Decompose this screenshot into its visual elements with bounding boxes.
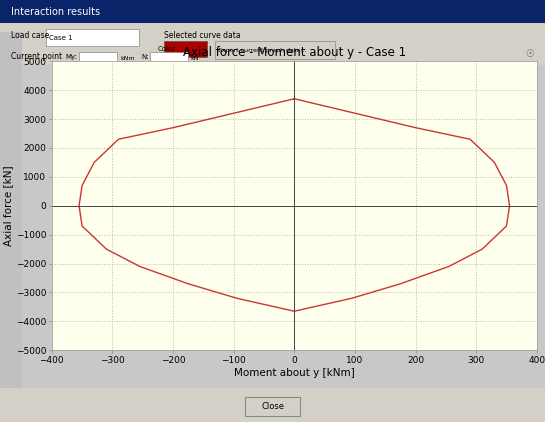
- Text: Color: Color: [158, 46, 176, 52]
- Bar: [164, 41, 207, 57]
- Bar: [150, 52, 188, 65]
- Bar: [215, 41, 335, 59]
- Text: Selected curve data: Selected curve data: [164, 30, 240, 40]
- Bar: [79, 52, 117, 65]
- X-axis label: Moment about y [kNm]: Moment about y [kNm]: [234, 368, 355, 378]
- Text: Close: Close: [261, 402, 284, 411]
- Bar: [0, 23, 545, 65]
- Text: Export current graph data...: Export current graph data...: [218, 48, 306, 53]
- Bar: [46, 29, 139, 46]
- Y-axis label: Axial force [kN]: Axial force [kN]: [3, 165, 13, 246]
- Text: ☉: ☉: [525, 49, 534, 59]
- Text: Current point: Current point: [11, 52, 62, 62]
- Text: Interaction results: Interaction results: [11, 7, 100, 16]
- Text: N:: N:: [142, 54, 149, 60]
- Bar: [0, 0, 545, 23]
- Bar: [0, 388, 545, 422]
- Text: kNm: kNm: [120, 56, 135, 61]
- Text: My:: My:: [65, 54, 77, 60]
- Text: Case 1: Case 1: [49, 35, 72, 41]
- Bar: [0, 32, 22, 388]
- Text: Load case: Load case: [11, 30, 49, 40]
- Title: Axial force - Moment about y - Case 1: Axial force - Moment about y - Case 1: [183, 46, 406, 59]
- Bar: [245, 397, 300, 416]
- Text: kN: kN: [191, 56, 199, 61]
